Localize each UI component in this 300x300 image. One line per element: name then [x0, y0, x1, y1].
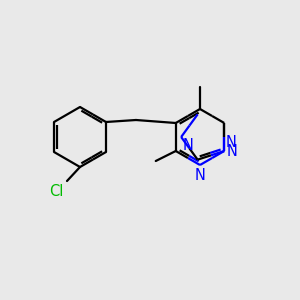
- Text: N: N: [225, 135, 236, 150]
- Text: N: N: [182, 138, 193, 153]
- Text: N: N: [195, 168, 206, 183]
- Text: N: N: [226, 143, 237, 158]
- Text: Cl: Cl: [50, 184, 64, 199]
